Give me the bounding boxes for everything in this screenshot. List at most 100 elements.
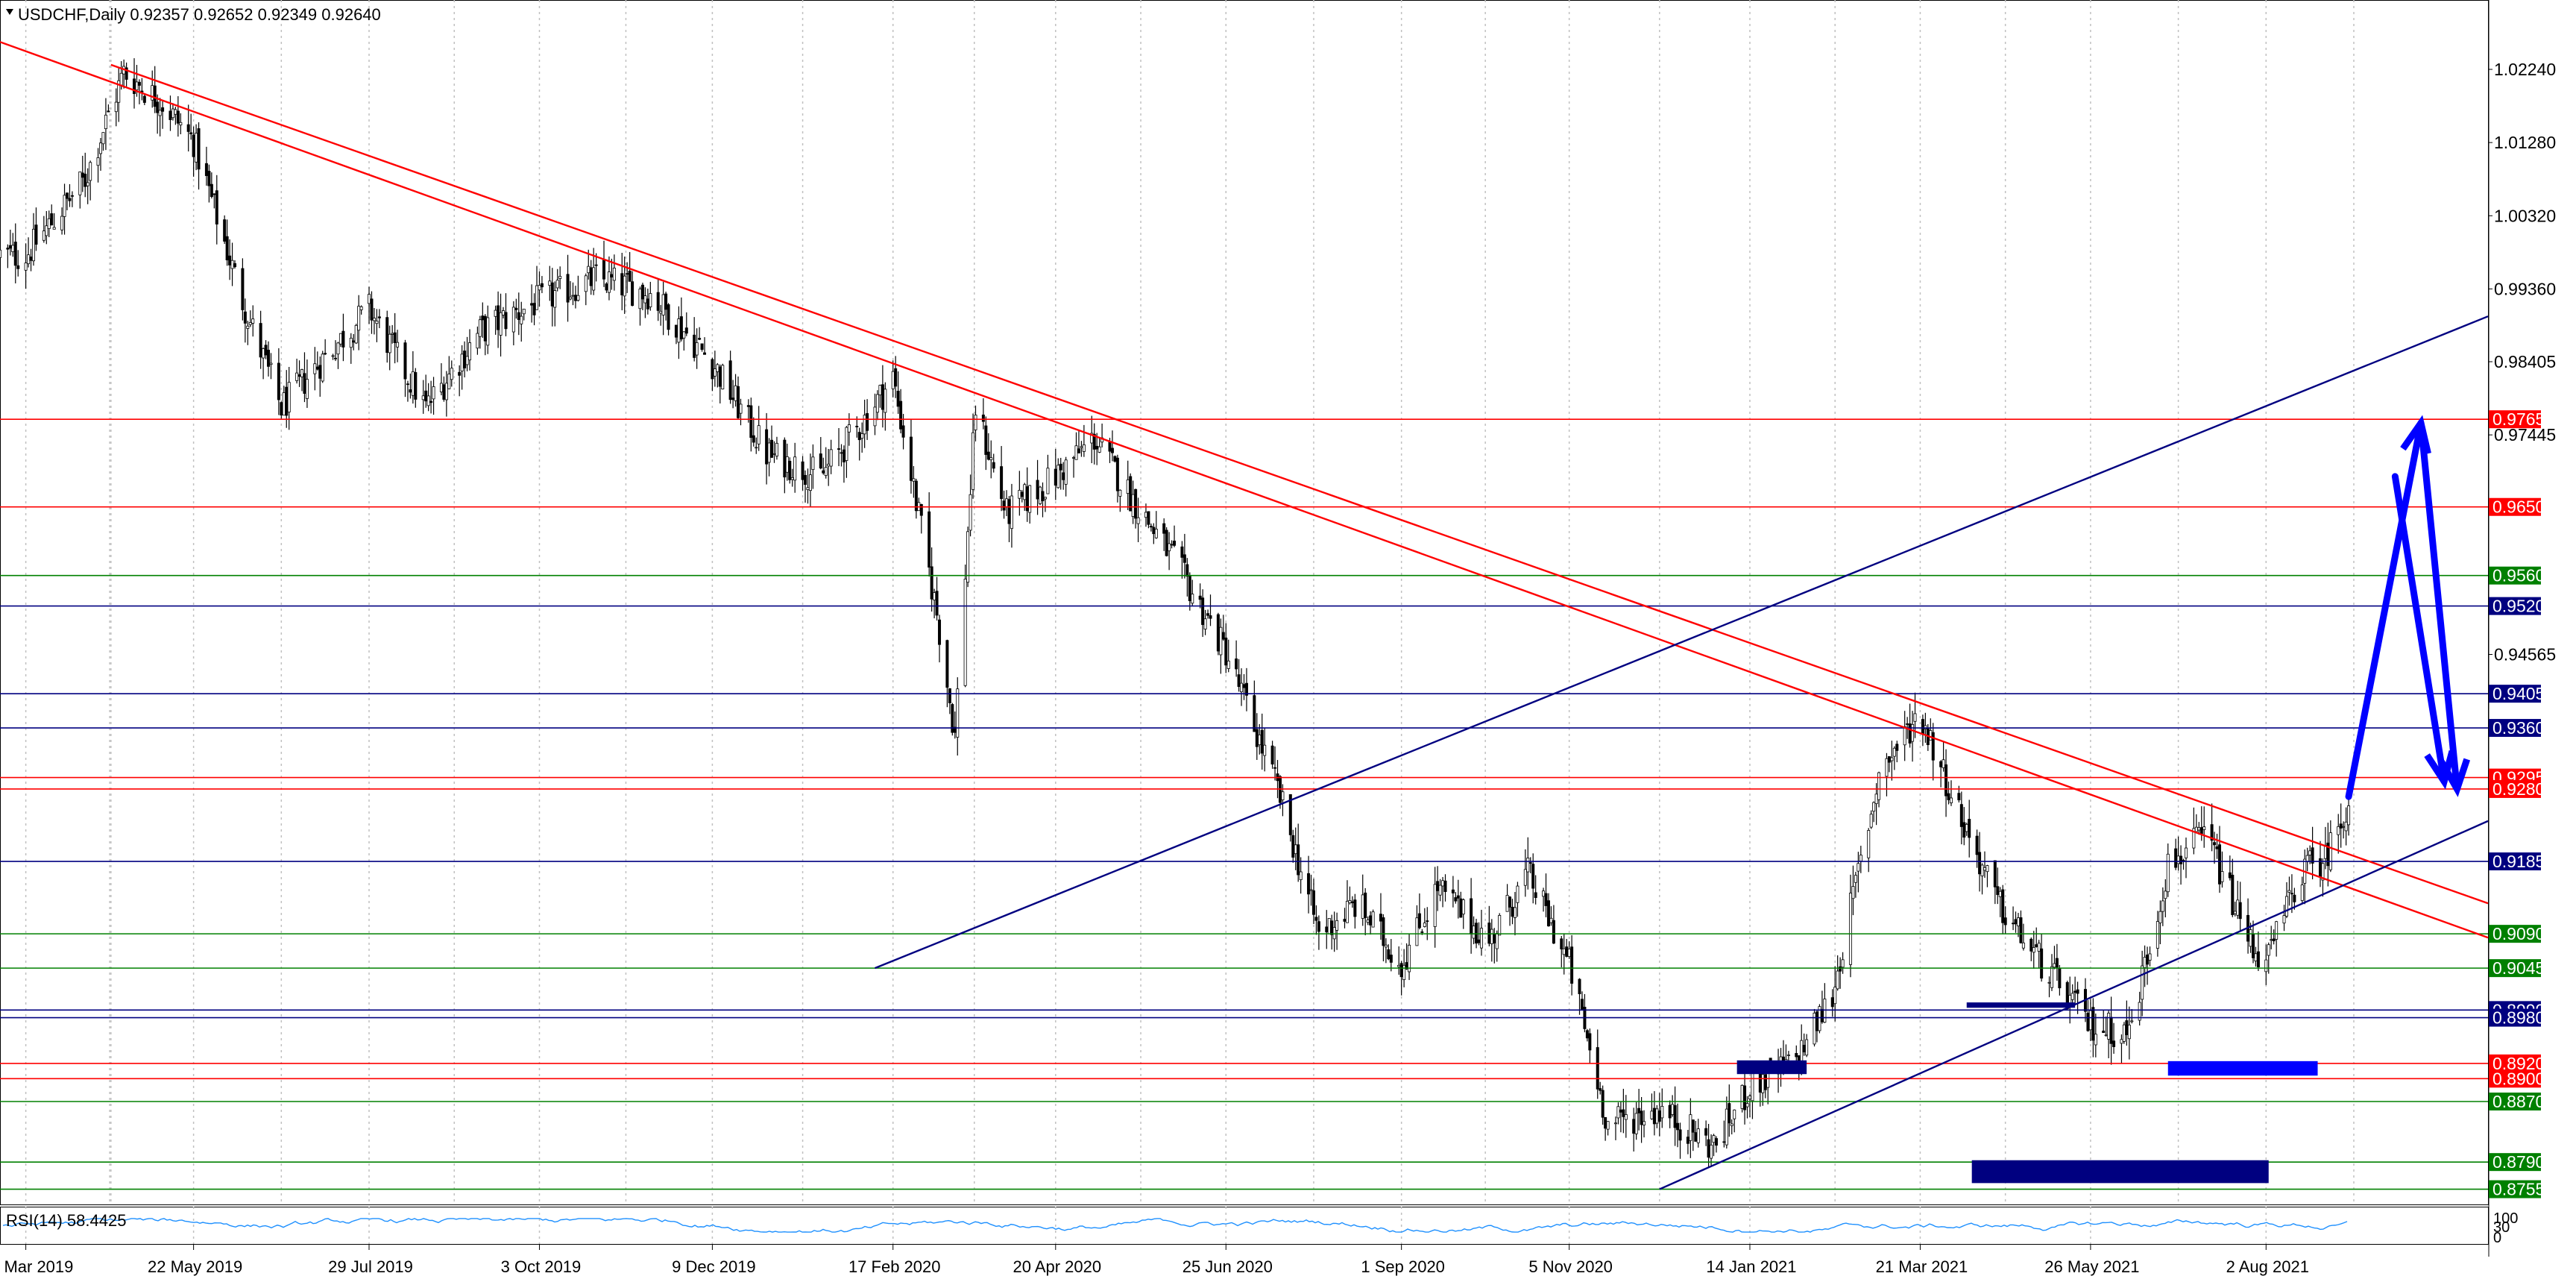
horizontal-levels bbox=[0, 418, 2488, 1190]
price-candles bbox=[0, 58, 2351, 1168]
level-label: 0.93601 bbox=[2492, 718, 2554, 738]
candle-body bbox=[1657, 1110, 1661, 1122]
candle-body bbox=[684, 327, 688, 334]
candle-body bbox=[827, 463, 831, 467]
candle-body bbox=[2102, 1030, 2106, 1034]
candle-body bbox=[989, 457, 993, 460]
candle-body bbox=[746, 405, 750, 407]
candle-body bbox=[1056, 465, 1060, 488]
candle-body bbox=[1606, 1121, 1610, 1130]
candle-body bbox=[1678, 1129, 1682, 1141]
candle-body bbox=[468, 342, 472, 361]
candle-body bbox=[2238, 902, 2242, 920]
candle-body bbox=[1294, 844, 1297, 855]
candle-body bbox=[1307, 873, 1311, 895]
candle-body bbox=[68, 198, 72, 201]
candle-body bbox=[287, 382, 291, 412]
candle-body bbox=[2176, 855, 2180, 864]
x-tick-label: 14 Jan 2021 bbox=[1706, 1257, 1796, 1276]
candle-body bbox=[1343, 919, 1347, 922]
candle-body bbox=[499, 312, 503, 336]
candle-body bbox=[711, 359, 714, 380]
candle-body bbox=[375, 321, 379, 324]
candle-body bbox=[819, 453, 822, 469]
candle-body bbox=[192, 134, 195, 157]
rsi-indicator bbox=[2, 1218, 2348, 1233]
candle-body bbox=[1725, 1108, 1728, 1146]
candle-body bbox=[1387, 949, 1391, 960]
candle-body bbox=[935, 591, 939, 616]
x-tick-label: 2 Aug 2021 bbox=[2226, 1257, 2309, 1276]
candle-body bbox=[1415, 917, 1419, 946]
candle-body bbox=[1173, 541, 1177, 546]
candle-body bbox=[1188, 575, 1191, 602]
candle-body bbox=[963, 579, 967, 686]
y-tick-label: 0.94565 bbox=[2494, 645, 2556, 664]
candle-body bbox=[785, 456, 789, 473]
candle-body bbox=[643, 295, 647, 304]
candle-body bbox=[204, 163, 208, 176]
candle-body bbox=[338, 333, 342, 345]
level-label-bg bbox=[2489, 719, 2541, 738]
candle-body bbox=[1487, 923, 1491, 944]
candle-body bbox=[153, 85, 157, 107]
candle-body bbox=[755, 447, 758, 449]
candle-body bbox=[52, 227, 56, 230]
candle-body bbox=[494, 309, 497, 317]
candle-body bbox=[391, 333, 394, 335]
candle-body bbox=[2019, 917, 2023, 943]
candle-body bbox=[1291, 835, 1295, 858]
candle-body bbox=[502, 310, 506, 315]
candle-body bbox=[372, 318, 376, 321]
candle-body bbox=[896, 391, 900, 407]
candle-body bbox=[2120, 1039, 2123, 1044]
candle-body bbox=[682, 331, 686, 339]
candle-body bbox=[1513, 907, 1517, 918]
candle-body bbox=[1498, 915, 1502, 936]
candle-body bbox=[2047, 981, 2051, 984]
candle-body bbox=[2290, 893, 2293, 895]
candle-body bbox=[1714, 1138, 1718, 1146]
candle-body bbox=[223, 219, 227, 242]
candle-body bbox=[2179, 855, 2183, 864]
candle-body bbox=[522, 309, 526, 315]
candle-body bbox=[1253, 695, 1256, 732]
candle-body bbox=[1201, 597, 1205, 625]
candle-body bbox=[1921, 719, 1924, 735]
candle-body bbox=[2282, 915, 2286, 924]
candle-body bbox=[171, 108, 174, 119]
candle-body bbox=[1599, 1088, 1602, 1091]
triangle-down-icon[interactable] bbox=[6, 9, 13, 15]
candle-body bbox=[1730, 1123, 1733, 1126]
candle-body bbox=[1408, 944, 1411, 973]
candle-body bbox=[1949, 797, 1953, 803]
candle-body bbox=[1433, 884, 1437, 927]
candle-body bbox=[1588, 1033, 1592, 1051]
x-tick-label: 17 Feb 2020 bbox=[848, 1257, 941, 1276]
candle-body bbox=[396, 342, 400, 348]
candle-body bbox=[2339, 823, 2343, 829]
candle-body bbox=[2337, 826, 2340, 835]
candle-body bbox=[1570, 946, 1574, 984]
candle-body bbox=[60, 216, 64, 230]
candle-body bbox=[409, 389, 412, 393]
candle-body bbox=[984, 425, 988, 455]
candle-body bbox=[1185, 564, 1189, 577]
candle-body bbox=[1887, 755, 1891, 763]
candle-body bbox=[45, 225, 48, 236]
candle-body bbox=[1848, 893, 1852, 965]
candle-body bbox=[811, 456, 815, 471]
candle-body bbox=[1420, 931, 1424, 933]
candle-body bbox=[1258, 735, 1262, 746]
candle-body bbox=[1929, 730, 1933, 741]
candle-body bbox=[432, 386, 435, 400]
candle-body bbox=[909, 436, 913, 481]
candle-body bbox=[1180, 546, 1184, 558]
candle-body bbox=[2029, 938, 2033, 952]
candle-body bbox=[210, 183, 213, 198]
candle-body bbox=[303, 373, 306, 394]
zone-rect bbox=[2167, 1061, 2318, 1076]
candle-body bbox=[919, 503, 923, 516]
